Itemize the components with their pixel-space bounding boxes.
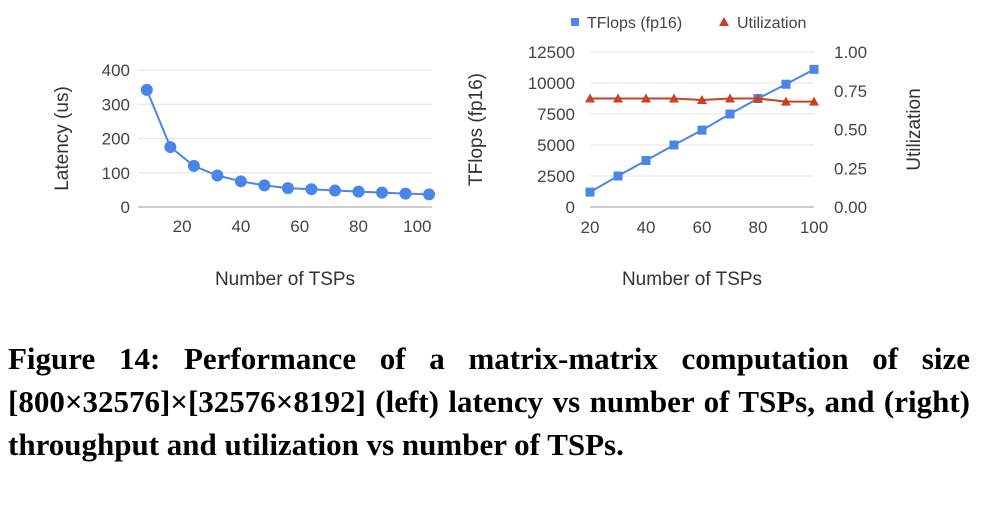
- left-y-axis-title: Latency (us): [52, 86, 73, 191]
- right-utilization-point: [641, 93, 651, 103]
- figure-charts: 0 100 200 300 400 20 40 60 80 100 Latency (us) Numb…: [52, 15, 925, 290]
- left-x-tick-label: 100: [403, 217, 431, 236]
- left-latency-line: [145, 89, 430, 196]
- right-utilization-point: [697, 95, 707, 105]
- left-x-tick-label: 80: [349, 217, 368, 236]
- left-x-axis-title: Number of TSPs: [215, 269, 355, 290]
- right-tflops-point: [809, 64, 819, 74]
- left-latency-point: [305, 183, 318, 196]
- figure-caption: Figure 14: Performance of a matrix-matri…: [8, 341, 970, 462]
- left-latency-point: [211, 169, 224, 182]
- left-y-tick-label: 0: [121, 198, 130, 217]
- left-y-tick-label: 200: [102, 130, 130, 149]
- left-x-tick-label: 60: [290, 217, 309, 236]
- right-y-tick-label: 10000: [528, 74, 575, 93]
- right-utilization-point: [781, 96, 791, 106]
- left-x-tick-label: 20: [173, 217, 192, 236]
- left-latency-point: [399, 187, 412, 200]
- legend-tflops-marker: [571, 18, 579, 26]
- legend-utilization-label: Utilization: [737, 15, 806, 32]
- right-x-tick-label: 20: [581, 218, 600, 237]
- right-utilization-point: [613, 93, 623, 103]
- right-y2-tick-label: 0.25: [834, 159, 867, 178]
- right-y2-tick-label: 0.50: [834, 121, 867, 140]
- left-y-tick-label: 100: [102, 164, 130, 183]
- legend-tflops-label: TFlops (fp16): [587, 15, 682, 32]
- right-y-tick-label: 2500: [537, 167, 575, 186]
- left-latency-point: [164, 141, 177, 154]
- right-y2-tick-label: 1.00: [834, 43, 867, 62]
- right-x-tick-label: 40: [637, 218, 656, 237]
- right-x-tick-label: 60: [693, 218, 712, 237]
- left-latency-point: [376, 186, 389, 199]
- right-y-tick-label: 0: [566, 198, 575, 217]
- right-tflops-point: [585, 187, 595, 197]
- left-x-tick-label: 40: [231, 217, 250, 236]
- left-latency-point: [352, 185, 365, 198]
- left-latency-point: [281, 182, 294, 195]
- right-tflops-point: [725, 109, 735, 119]
- left-y-tick-label: 300: [102, 95, 130, 114]
- left-latency-point: [328, 184, 341, 197]
- left-latency-point: [234, 175, 247, 188]
- left-latency-point: [140, 83, 153, 96]
- right-y-axis-title: TFlops (fp16): [466, 73, 487, 186]
- right-y-tick-label: 12500: [528, 43, 575, 62]
- left-y-tick-label: 400: [102, 61, 130, 80]
- right-y2-tick-label: 0.75: [834, 82, 867, 101]
- left-latency-point: [258, 179, 271, 192]
- right-y2-axis-title: Utilization: [904, 88, 925, 170]
- right-utilization-point: [669, 93, 679, 103]
- right-utilization-point: [725, 93, 735, 103]
- right-tflops-point: [613, 171, 623, 181]
- left-latency-point: [423, 188, 436, 201]
- right-utilization-point: [809, 96, 819, 106]
- right-tflops-point: [669, 140, 679, 150]
- right-y-tick-label: 7500: [537, 105, 575, 124]
- left-latency-point: [187, 159, 200, 172]
- right-utilization-point: [753, 93, 763, 103]
- right-tflops-point: [641, 156, 651, 165]
- right-y-tick-label: 5000: [537, 136, 575, 155]
- right-tflops-point: [781, 79, 791, 89]
- right-x-axis-title: Number of TSPs: [622, 269, 762, 290]
- right-utilization-point: [585, 93, 595, 103]
- right-x-tick-label: 100: [800, 218, 828, 237]
- right-tflops-point: [697, 125, 707, 135]
- right-y2-tick-label: 0.00: [834, 198, 867, 217]
- right-x-tick-label: 80: [749, 218, 768, 237]
- legend-utilization-marker: [719, 17, 729, 26]
